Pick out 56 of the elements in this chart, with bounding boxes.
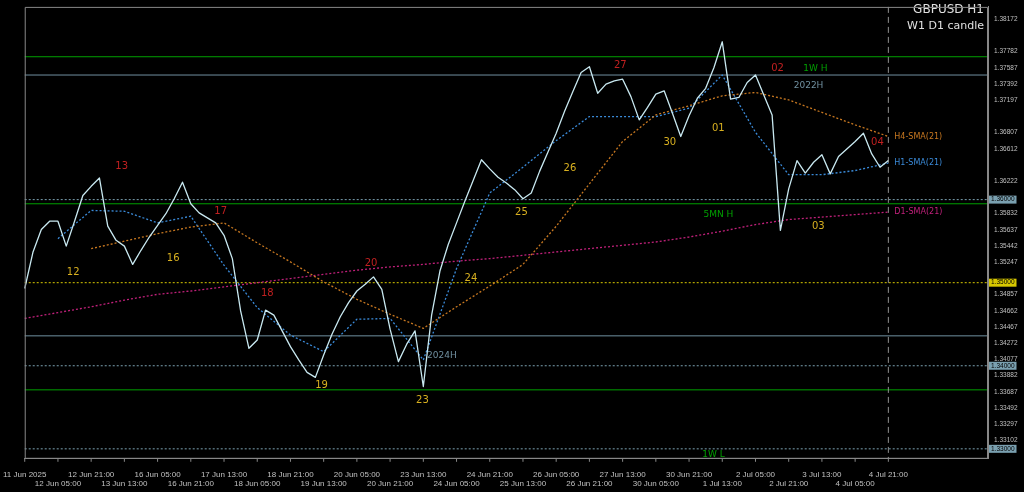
x-tick-label: 11 Jun 2025: [3, 469, 47, 479]
ref-line-label: 1W H: [803, 63, 828, 74]
annotation: 23: [416, 394, 429, 406]
x-tick-label: 23 Jun 13:00: [400, 469, 447, 479]
series-label: H4-SMA(21): [894, 131, 943, 141]
x-tick-label: 13 Jun 13:00: [101, 479, 149, 489]
x-tick-label: 24 Jun 05:00: [433, 479, 481, 489]
annotation: 01: [711, 122, 725, 134]
x-tick-label: 24 Jun 21:00: [466, 469, 514, 479]
x-tick-label: 2 Jul 05:00: [735, 469, 776, 479]
x-tick-label: 20 Jun 05:00: [333, 469, 381, 479]
annotation: 18: [260, 287, 274, 299]
x-tick-label: 18 Jun 05:00: [234, 479, 281, 489]
x-tick-label: 30 Jun 05:00: [632, 479, 680, 489]
line-series: [57, 74, 889, 361]
x-tick-label: 16 Jun 05:00: [134, 469, 182, 479]
x-tick-label: 25 Jun 13:00: [499, 479, 547, 489]
series-label: D1-SMA(21): [894, 207, 943, 217]
annotation: 02: [771, 62, 784, 74]
annotation: 13: [115, 159, 129, 171]
x-tick-label: 3 Jul 13:00: [802, 469, 843, 479]
annotation: 26: [563, 161, 577, 173]
annotation: 24: [464, 272, 478, 284]
x-tick-label: 1 Jul 13:00: [702, 479, 743, 489]
annotation: 19: [315, 379, 328, 391]
annotation: 03: [811, 219, 825, 231]
x-tick-label: 20 Jun 21:00: [366, 479, 414, 489]
x-tick-label: 12 Jun 21:00: [68, 469, 115, 479]
x-tick-label: 17 Jun 13:00: [200, 469, 248, 479]
annotation: 27: [613, 58, 627, 70]
annotation: 17: [214, 204, 228, 216]
x-tick-label: 4 Jul 05:00: [835, 479, 876, 489]
ref-line-label: 1W L: [702, 449, 725, 460]
annotation: 12: [66, 265, 80, 277]
ref-line-label: 5MN H: [703, 209, 734, 220]
annotation: 25: [515, 205, 528, 217]
chart-title: GBPUSD H1: [913, 2, 984, 17]
ref-line-label: 2022H: [793, 80, 824, 90]
x-tick-label: 18 Jun 21:00: [267, 469, 315, 479]
x-tick-label: 2 Jul 21:00: [769, 479, 809, 489]
x-tick-label: 27 Jun 13:00: [599, 469, 647, 479]
x-tick-label: 12 Jun 05:00: [34, 479, 82, 489]
x-tick-label: 19 Jun 13:00: [300, 479, 348, 489]
x-tick-label: 16 Jun 21:00: [167, 479, 215, 489]
x-tick-label: 30 Jun 21:00: [665, 469, 713, 479]
annotation: 30: [663, 136, 677, 148]
ref-line-label: 2024H: [427, 350, 457, 361]
x-tick-label: 26 Jun 21:00: [566, 479, 614, 489]
text: W1 D1 candle: [907, 18, 985, 32]
annotation: 16: [166, 251, 180, 263]
annotation: 04: [871, 136, 884, 148]
series-label: H1-SMA(21): [894, 158, 943, 168]
line-series: [90, 91, 889, 330]
annotation: 20: [364, 257, 378, 269]
x-tick-label: 4 Jul 21:00: [868, 469, 909, 479]
x-tick-label: 26 Jun 05:00: [533, 469, 580, 479]
